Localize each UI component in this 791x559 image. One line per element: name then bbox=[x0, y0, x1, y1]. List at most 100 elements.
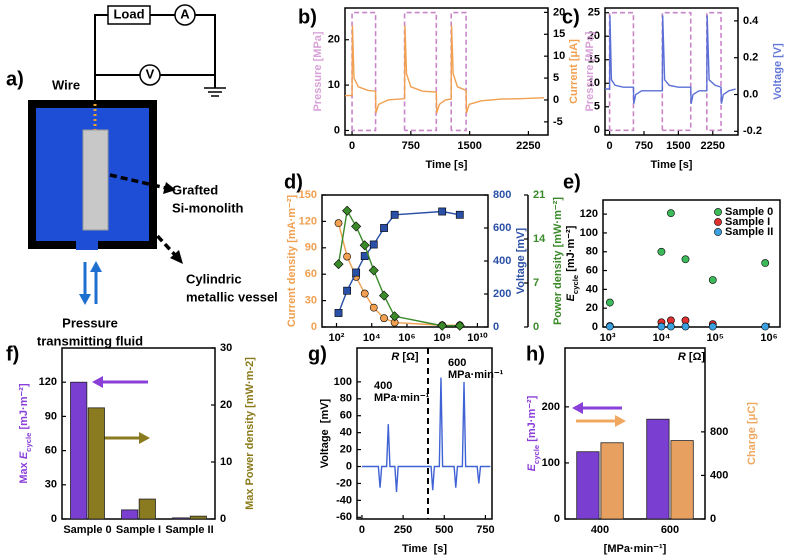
x-tick-label: 2250 bbox=[701, 140, 725, 152]
axis-title: Max Ecycle [mJ·m⁻²] bbox=[18, 383, 33, 484]
tick-label: 60 bbox=[340, 410, 352, 422]
x-tick-label: 750 bbox=[635, 140, 653, 152]
marker bbox=[379, 290, 390, 301]
tick-label: 20 bbox=[586, 302, 598, 314]
axis-title-part: R bbox=[678, 351, 686, 363]
marker bbox=[368, 265, 379, 276]
bar bbox=[121, 509, 139, 520]
x-tick-label: 750 bbox=[402, 140, 420, 152]
marker bbox=[714, 228, 722, 236]
tick-label: 80 bbox=[586, 246, 598, 258]
annotation: MPa·min⁻¹ bbox=[374, 392, 430, 404]
marker bbox=[667, 209, 675, 218]
axis-title-part: [Ω] bbox=[399, 351, 419, 363]
tick-label: 14 bbox=[533, 233, 546, 245]
x-tick-label: 0 bbox=[359, 524, 365, 536]
tick-label: -0.2 bbox=[743, 125, 762, 137]
marker bbox=[761, 322, 770, 331]
tick-label: 800 bbox=[710, 426, 728, 438]
marker bbox=[343, 252, 352, 261]
marker bbox=[438, 207, 447, 216]
axis-title: Pressure [MPa] bbox=[312, 31, 324, 111]
tick-label: 90 bbox=[45, 410, 57, 422]
x-tick-label: Sample 0 bbox=[63, 524, 111, 536]
tick-label: -40 bbox=[336, 494, 352, 506]
tick-label: 5 bbox=[553, 72, 559, 84]
legend-label: Sample II bbox=[725, 226, 773, 238]
marker bbox=[454, 320, 465, 331]
tick-label: 800 bbox=[493, 189, 511, 201]
axis-title-part: [mJ·m⁻²] bbox=[526, 395, 538, 445]
tick-label: 20 bbox=[588, 30, 600, 42]
wire-line bbox=[94, 14, 108, 102]
x-tick-label: 10¹⁰ bbox=[467, 332, 488, 344]
fluid-label: Pressure bbox=[62, 315, 118, 330]
marker bbox=[657, 247, 666, 256]
axis-title: Voltage [V] bbox=[772, 43, 784, 100]
fluid-arrows bbox=[79, 261, 102, 305]
tick-label: 40 bbox=[586, 283, 598, 295]
tick-label: 200 bbox=[493, 288, 511, 300]
tick-label: 30 bbox=[305, 295, 317, 307]
pointer-arrow bbox=[109, 173, 167, 190]
tick-label: 15 bbox=[588, 54, 600, 66]
axis-title: Time [s] bbox=[402, 543, 447, 555]
tick-label: 0 bbox=[220, 513, 226, 525]
tick-label: 120 bbox=[580, 208, 598, 220]
arrow-head bbox=[170, 250, 183, 264]
marker bbox=[455, 210, 464, 219]
x-tick-label: 10⁸ bbox=[433, 332, 450, 344]
tick-label: 40 bbox=[340, 427, 352, 439]
tick-label: 120 bbox=[299, 215, 317, 227]
arrow-head bbox=[163, 182, 176, 194]
tick-label: 0 bbox=[592, 321, 598, 333]
panel-label: b) bbox=[298, 6, 317, 28]
tick-label: 100 bbox=[580, 227, 598, 239]
axis-title: Power density [mW·m⁻²] bbox=[552, 197, 564, 325]
monolith bbox=[82, 129, 109, 231]
ground bbox=[204, 87, 226, 97]
x-tick-label: 10⁴ bbox=[653, 332, 671, 344]
pointer-arrow bbox=[148, 226, 178, 258]
tick-label: 0 bbox=[710, 513, 716, 525]
tick-label: 0 bbox=[346, 460, 352, 472]
tick-label: -60 bbox=[336, 511, 352, 523]
axis-title: [MPa·min⁻¹] bbox=[604, 543, 667, 555]
axis-title: Max Power density [mW·m-2] bbox=[244, 357, 256, 510]
panel-label: f) bbox=[6, 343, 19, 365]
axis-title-part: cycle bbox=[24, 432, 33, 452]
axis-title: Current density [mA·m⁻²] bbox=[286, 195, 298, 328]
plot-frame bbox=[356, 347, 493, 520]
vessel-label: Cylindric bbox=[186, 271, 242, 286]
tick-label: 60 bbox=[305, 268, 317, 280]
panel-label: c) bbox=[562, 6, 580, 28]
panel-label: d) bbox=[284, 171, 303, 193]
plot-frame bbox=[344, 7, 549, 136]
bar bbox=[576, 451, 600, 520]
series-line bbox=[608, 11, 722, 132]
marker bbox=[334, 219, 343, 228]
series-line bbox=[605, 15, 736, 104]
load-label: Load bbox=[113, 6, 144, 21]
axis-title-part: [mJ·m⁻²] bbox=[18, 383, 30, 433]
marker bbox=[708, 322, 717, 331]
tick-label: 0.2 bbox=[743, 52, 758, 64]
marker bbox=[708, 276, 717, 284]
tick-label: -20 bbox=[336, 477, 352, 489]
marker bbox=[360, 289, 369, 298]
monolith-label: Si-monolith bbox=[172, 200, 244, 215]
tick-label: 90 bbox=[305, 242, 317, 254]
annotation: 400 bbox=[374, 380, 392, 392]
tick-label: 100 bbox=[542, 457, 560, 469]
axis-title-part: Max bbox=[18, 459, 30, 483]
vessel-opening bbox=[76, 238, 98, 250]
tick-label: -5 bbox=[553, 116, 563, 128]
marker bbox=[714, 218, 722, 226]
arrow-head bbox=[92, 376, 103, 388]
plot-frame bbox=[602, 199, 781, 328]
wire-label: Wire bbox=[52, 77, 80, 92]
tick-label: 5 bbox=[594, 101, 600, 113]
legend-label: Sample 0 bbox=[725, 206, 773, 218]
bar bbox=[138, 498, 156, 520]
